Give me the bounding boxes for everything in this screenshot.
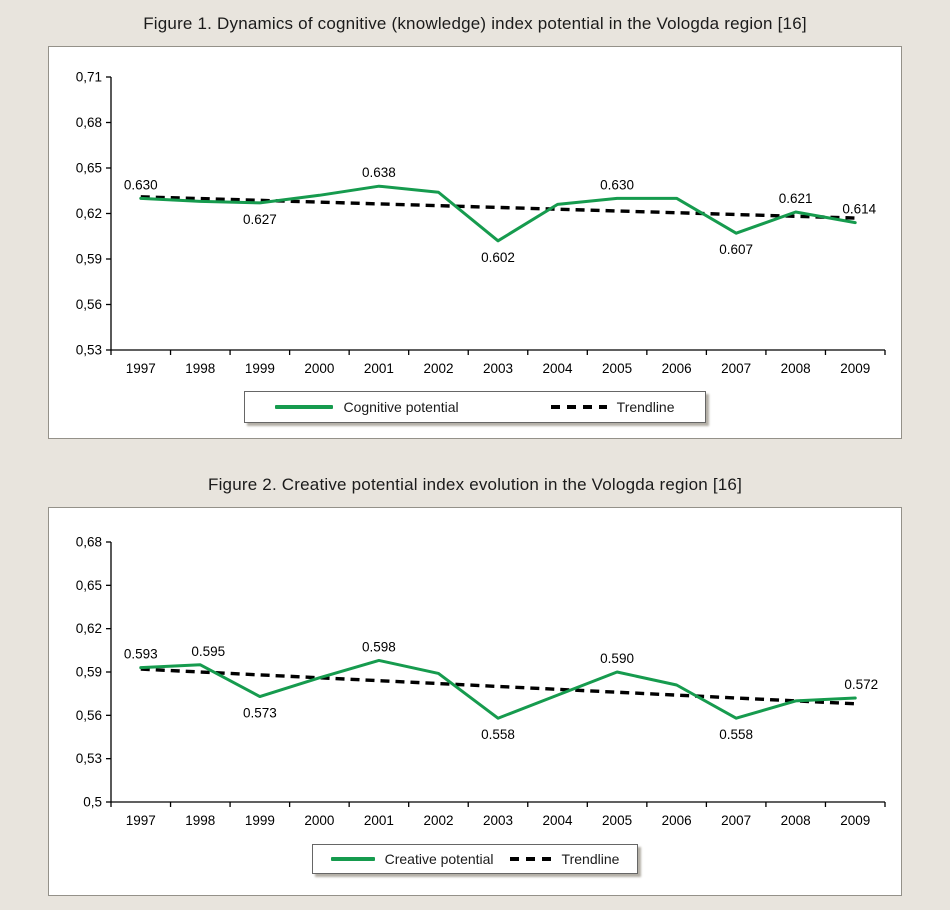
legend-item-trendline-1: Trendline xyxy=(550,399,675,415)
svg-text:0.593: 0.593 xyxy=(124,647,158,662)
svg-text:2004: 2004 xyxy=(543,813,574,828)
svg-text:1998: 1998 xyxy=(185,361,215,376)
svg-text:0.614: 0.614 xyxy=(842,202,876,217)
svg-text:1997: 1997 xyxy=(126,361,156,376)
svg-text:2005: 2005 xyxy=(602,813,632,828)
figure1-legend: Cognitive potential Trendline xyxy=(244,391,706,423)
svg-text:0.572: 0.572 xyxy=(844,677,878,692)
svg-text:1997: 1997 xyxy=(126,813,156,828)
figure2-panel: 0,5 0,53 0,56 0,59 0,62 0,65 0,68 1997 1998 1999 2… xyxy=(48,507,902,896)
svg-text:0.558: 0.558 xyxy=(481,727,515,742)
svg-text:2007: 2007 xyxy=(721,361,751,376)
legend-label-creative-potential: Creative potential xyxy=(384,851,494,867)
svg-text:0,71: 0,71 xyxy=(76,70,102,85)
trendline-dash-swatch-icon xyxy=(509,857,552,861)
svg-text:2000: 2000 xyxy=(304,813,334,828)
svg-text:1999: 1999 xyxy=(245,361,275,376)
svg-text:0.595: 0.595 xyxy=(191,644,225,659)
svg-text:2009: 2009 xyxy=(840,813,870,828)
svg-text:1998: 1998 xyxy=(185,813,215,828)
svg-text:0,53: 0,53 xyxy=(76,751,102,766)
svg-text:2004: 2004 xyxy=(543,361,574,376)
svg-text:0.630: 0.630 xyxy=(600,177,634,192)
svg-text:2006: 2006 xyxy=(662,813,692,828)
svg-text:0,62: 0,62 xyxy=(76,206,102,221)
svg-text:0.590: 0.590 xyxy=(600,651,634,666)
legend-label-trendline-2: Trendline xyxy=(561,851,620,867)
cognitive-line-swatch-icon xyxy=(275,405,334,409)
legend-item-creative-potential: Creative potential xyxy=(330,851,494,867)
svg-text:0,56: 0,56 xyxy=(76,708,102,723)
svg-text:0.630: 0.630 xyxy=(124,177,158,192)
svg-text:0.573: 0.573 xyxy=(243,706,277,721)
svg-text:0.627: 0.627 xyxy=(243,212,277,227)
svg-text:0,62: 0,62 xyxy=(76,621,102,636)
figure2-legend-row: Creative potential Trendline xyxy=(49,844,901,874)
figure1-panel: 0,53 0,56 0,59 0,62 0,65 0,68 0,71 1997 1998 1999… xyxy=(48,46,902,439)
svg-text:2009: 2009 xyxy=(840,361,870,376)
figure2-legend: Creative potential Trendline xyxy=(311,844,639,874)
svg-text:1999: 1999 xyxy=(245,813,275,828)
svg-text:2006: 2006 xyxy=(662,361,692,376)
svg-text:2003: 2003 xyxy=(483,813,513,828)
legend-label-trendline-1: Trendline xyxy=(616,399,675,415)
svg-text:0.602: 0.602 xyxy=(481,250,515,265)
legend-item-cognitive-potential: Cognitive potential xyxy=(275,399,459,415)
svg-text:2001: 2001 xyxy=(364,813,394,828)
svg-text:0,53: 0,53 xyxy=(76,343,102,358)
svg-text:2008: 2008 xyxy=(781,361,811,376)
figure2-title: Figure 2. Creative potential index evolu… xyxy=(208,475,742,494)
svg-text:2002: 2002 xyxy=(423,361,453,376)
svg-text:0.607: 0.607 xyxy=(719,242,753,257)
legend-label-cognitive-potential: Cognitive potential xyxy=(343,399,459,415)
legend-item-trendline-2: Trendline xyxy=(509,851,620,867)
svg-text:0,59: 0,59 xyxy=(76,252,102,267)
svg-text:2002: 2002 xyxy=(423,813,453,828)
svg-text:0,56: 0,56 xyxy=(76,297,102,312)
svg-text:2005: 2005 xyxy=(602,361,632,376)
svg-text:2007: 2007 xyxy=(721,813,751,828)
svg-text:0,59: 0,59 xyxy=(76,665,102,680)
svg-text:0.598: 0.598 xyxy=(362,639,396,654)
svg-text:0.621: 0.621 xyxy=(779,191,813,206)
creative-line-swatch-icon xyxy=(330,857,375,861)
svg-text:0.638: 0.638 xyxy=(362,165,396,180)
svg-text:2008: 2008 xyxy=(781,813,811,828)
svg-text:0,5: 0,5 xyxy=(83,795,102,810)
svg-text:0,68: 0,68 xyxy=(76,115,102,130)
figure1-legend-row: Cognitive potential Trendline xyxy=(49,391,901,423)
svg-text:2000: 2000 xyxy=(304,361,334,376)
svg-text:0,68: 0,68 xyxy=(76,535,102,550)
cognitive-potential-chart: 0,53 0,56 0,59 0,62 0,65 0,68 0,71 1997 1998 1999… xyxy=(76,70,886,376)
trendline-dash-swatch-icon xyxy=(550,405,607,409)
creative-potential-chart: 0,5 0,53 0,56 0,59 0,62 0,65 0,68 1997 1998 1999 2… xyxy=(76,535,886,828)
figure1-title: Figure 1. Dynamics of cognitive (knowled… xyxy=(143,14,807,33)
svg-text:2003: 2003 xyxy=(483,361,513,376)
svg-text:0,65: 0,65 xyxy=(76,161,102,176)
svg-text:0.558: 0.558 xyxy=(719,727,753,742)
svg-text:2001: 2001 xyxy=(364,361,394,376)
svg-text:0,65: 0,65 xyxy=(76,578,102,593)
